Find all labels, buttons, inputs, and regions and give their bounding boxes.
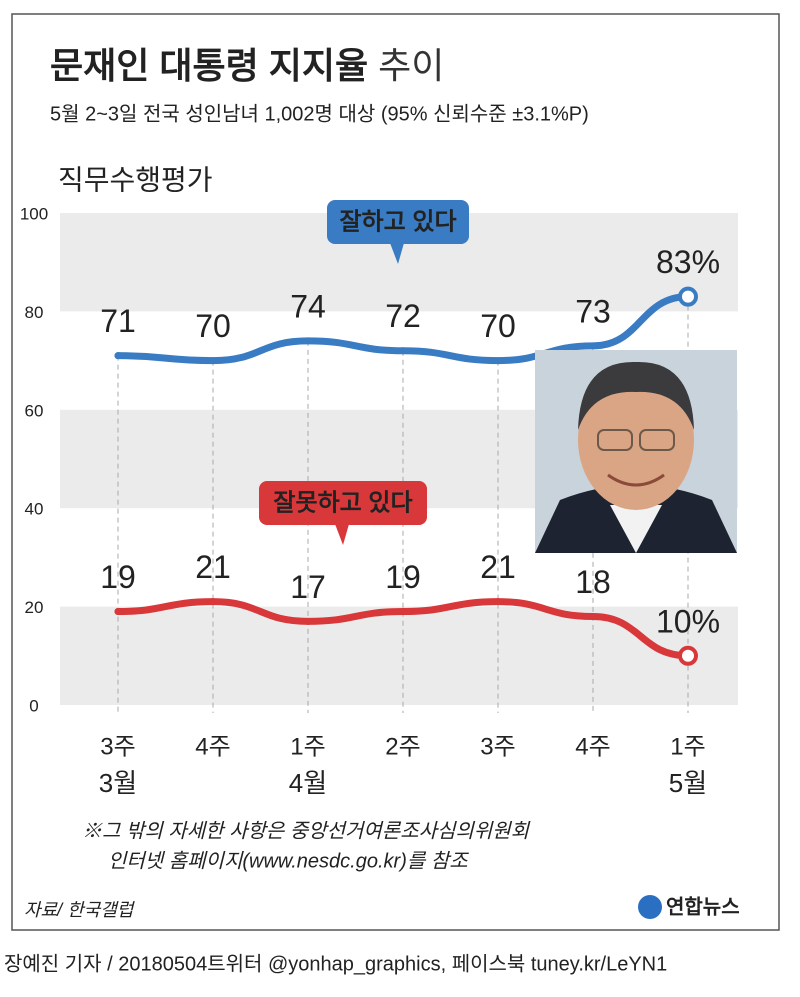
data-label: 18 [575, 564, 611, 600]
point [589, 342, 597, 350]
data-label: 17 [290, 569, 326, 605]
point [114, 352, 122, 360]
x-tick-label: 1주 [670, 733, 705, 760]
photo-glasses [639, 429, 675, 451]
y-tick-label: 80 [25, 303, 44, 322]
legend-label: 잘하고 있다 [339, 208, 456, 235]
data-label: 70 [195, 308, 231, 344]
point [589, 612, 597, 620]
legend-box [259, 481, 427, 525]
point [494, 357, 502, 365]
data-label: 74 [290, 288, 326, 324]
y-tick-label: 0 [29, 696, 38, 715]
chart-title: 문재인 대통령 지지율 추이 [50, 45, 444, 86]
data-label: 70 [480, 308, 516, 344]
data-label: 83% [656, 244, 720, 280]
x-month-label: 5월 [669, 768, 707, 798]
title-main: 문재인 대통령 지지율 [50, 45, 368, 86]
y-tick-label: 100 [20, 204, 48, 223]
point [304, 337, 312, 345]
credit: 장예진 기자 / 20180504트위터 @yonhap_graphics, 페… [4, 952, 667, 975]
x-tick-label: 3주 [100, 733, 135, 760]
x-month-label: 3월 [99, 768, 137, 798]
point [209, 357, 217, 365]
legend-pointer [335, 524, 349, 545]
section-label: 직무수행평가 [58, 164, 213, 195]
y-tick-label: 60 [25, 401, 44, 420]
photo-hair [578, 361, 694, 430]
point [678, 286, 698, 307]
photo-glasses [597, 429, 633, 451]
legend-box [327, 200, 469, 244]
note: 인터넷 홈페이지(www.nesdc.go.kr)를 참조 [108, 850, 469, 872]
point [399, 347, 407, 355]
point [209, 598, 217, 606]
legend-pointer [390, 243, 404, 264]
x-tick-label: 3주 [480, 733, 515, 760]
title-suffix: 추이 [378, 45, 444, 86]
x-tick-label: 4주 [195, 733, 230, 760]
photo [535, 350, 737, 553]
data-label: 19 [385, 559, 421, 595]
data-label: 73 [575, 293, 611, 329]
legend-label: 잘못하고 있다 [273, 489, 412, 516]
x-month-label: 4월 [289, 768, 327, 798]
data-label: 72 [385, 298, 421, 334]
point [678, 645, 698, 666]
logo: 연합뉴스 [666, 895, 740, 918]
subtitle: 5월 2~3일 전국 성인남녀 1,002명 대상 (95% 신뢰수준 ±3.1… [50, 102, 589, 125]
x-tick-label: 1주 [290, 733, 325, 760]
point [304, 617, 312, 625]
y-tick-label: 20 [25, 598, 44, 617]
x-tick-label: 4주 [575, 733, 610, 760]
data-label: 10% [656, 603, 720, 639]
y-tick-label: 40 [25, 500, 44, 519]
photo-shirt [610, 505, 662, 553]
point [114, 608, 122, 616]
data-label: 71 [100, 303, 136, 339]
grid-band [60, 606, 738, 705]
data-label: 21 [195, 549, 231, 585]
photo-face [578, 370, 694, 510]
source: 자료/ 한국갤럽 [24, 900, 136, 920]
point [399, 608, 407, 616]
logo-mark [638, 895, 662, 919]
point [494, 598, 502, 606]
x-tick-label: 2주 [385, 733, 420, 760]
data-label: 19 [100, 559, 136, 595]
data-label: 21 [480, 549, 516, 585]
note: ※그 밖의 자세한 사항은 중앙선거여론조사심의위원회 [82, 820, 531, 842]
photo-smile [607, 473, 665, 487]
